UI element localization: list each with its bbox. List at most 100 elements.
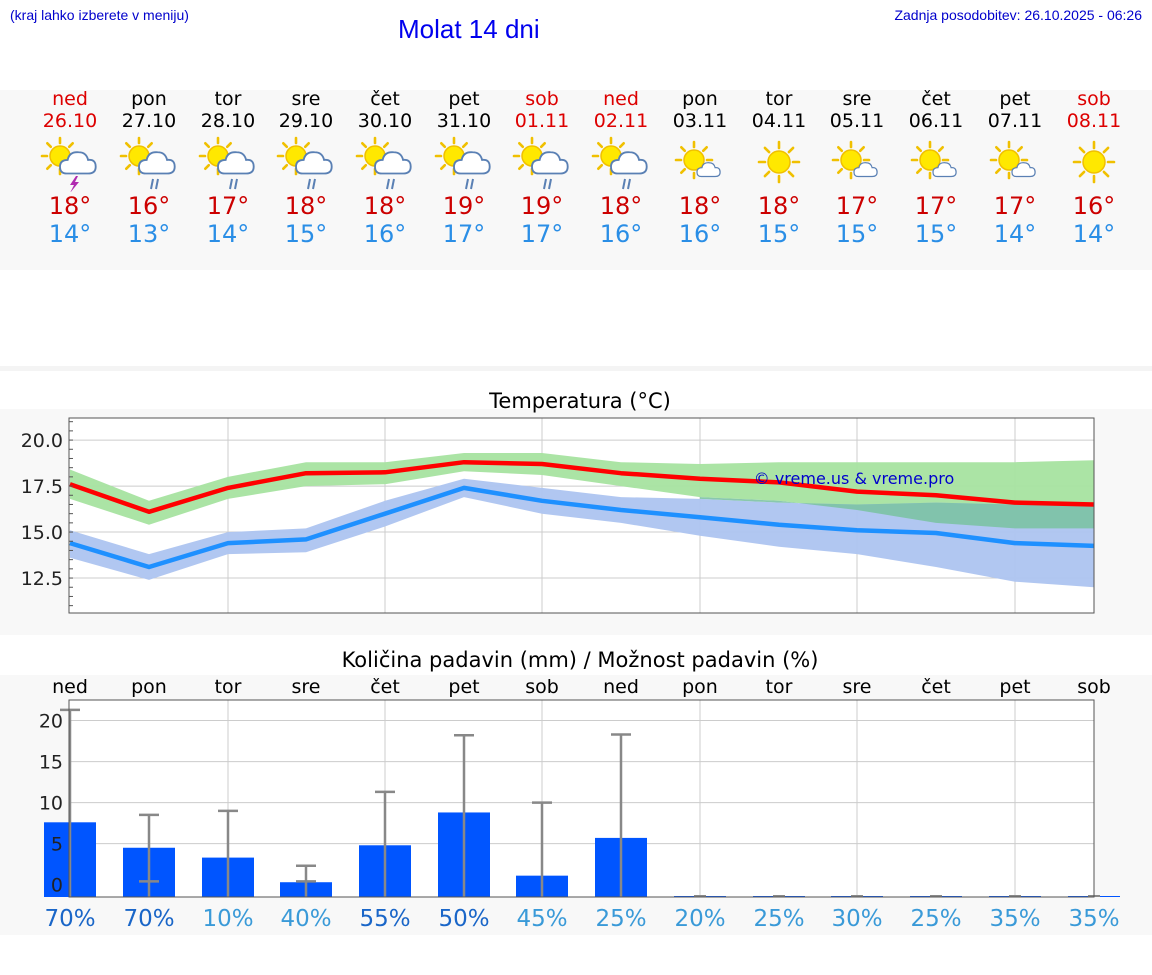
precip-chance-label: 50%: [438, 906, 489, 932]
sun-cloud-rain-icon: [512, 136, 569, 190]
max-temperature: 18°: [48, 192, 92, 220]
min-temperature: 14°: [206, 220, 250, 248]
min-temperature: 14°: [993, 220, 1037, 248]
min-temperature: 16°: [678, 220, 722, 248]
min-temperature: 14°: [48, 220, 92, 248]
rain-x-tick-label: sre: [292, 676, 321, 698]
rain-x-tick-label: sre: [843, 676, 872, 698]
day-name: sre: [842, 88, 872, 110]
sun-cloud-rain-icon: [434, 136, 491, 190]
day-column: pon 27.10 16° 13°: [109, 88, 189, 248]
min-temperature: 14°: [1072, 220, 1116, 248]
rain-x-tick-label: pet: [448, 676, 479, 698]
day-name: čet: [370, 88, 400, 110]
day-column: ned 02.11 18° 16°: [581, 88, 661, 248]
day-date: 27.10: [121, 110, 177, 132]
precip-chance-label: 25%: [753, 906, 804, 932]
rain-x-tick-label: čet: [370, 676, 400, 698]
sun-cloud-rain-icon: [119, 136, 176, 190]
daily-forecast-panel: [0, 90, 1152, 270]
max-temperature: 16°: [127, 192, 171, 220]
day-name: pet: [448, 88, 480, 110]
divider: [0, 366, 1152, 371]
min-temperature: 15°: [757, 220, 801, 248]
rain-x-tick-label: pon: [131, 676, 167, 698]
max-temperature: 19°: [520, 192, 564, 220]
rain-x-tick-label: pon: [682, 676, 718, 698]
sun-small-cloud-icon: [831, 140, 878, 180]
sun-cloud-rain-icon: [276, 136, 333, 190]
min-temp-line: [69, 485, 1095, 570]
day-date: 30.10: [357, 110, 413, 132]
location-hint: (kraj lahko izberete v meniju): [10, 7, 189, 23]
max-temperature: 17°: [993, 192, 1037, 220]
rain-x-tick-label: tor: [766, 676, 793, 698]
min-temperature: 17°: [442, 220, 486, 248]
sun-icon: [757, 140, 801, 184]
day-name: tor: [765, 88, 793, 110]
day-date: 03.11: [672, 110, 728, 132]
day-name: pon: [131, 88, 167, 110]
day-column: tor 04.11 18° 15°: [739, 88, 819, 248]
precip-chance-label: 20%: [674, 906, 725, 932]
min-temperature: 15°: [284, 220, 328, 248]
rain-x-tick-label: čet: [921, 676, 951, 698]
sun-small-cloud-icon: [989, 140, 1036, 180]
day-column: pet 07.11 17° 14°: [975, 88, 1055, 248]
rain-x-tick-label: ned: [52, 676, 88, 698]
day-date: 26.10: [42, 110, 98, 132]
day-date: 04.11: [751, 110, 807, 132]
chart-watermark: © vreme.us & vreme.pro: [754, 469, 955, 488]
max-temperature: 16°: [1072, 192, 1116, 220]
max-temperature: 18°: [599, 192, 643, 220]
sun-small-cloud-icon: [910, 140, 957, 180]
temp-y-tick-label: 20.0: [21, 430, 63, 452]
day-column: ned 26.10 18° 14°: [30, 88, 110, 248]
precipitation-plot-frame: [68, 699, 1095, 898]
max-temperature: 19°: [442, 192, 486, 220]
max-temperature: 18°: [678, 192, 722, 220]
min-temperature: 16°: [599, 220, 643, 248]
day-date: 28.10: [200, 110, 256, 132]
day-date: 31.10: [436, 110, 492, 132]
forecast-charts: 20.0 17.5 15.0 12.5 Temperatura (°C) © vreme.…: [21, 389, 1120, 932]
rain-y-tick-label: 5: [51, 834, 63, 856]
max-temp-line: [69, 459, 1095, 515]
day-column: pet 31.10 19° 17°: [424, 88, 504, 248]
temp-y-tick-label: 17.5: [21, 476, 63, 498]
precip-chance-label: 35%: [989, 906, 1040, 932]
rain-y-tick-label: 15: [39, 752, 63, 774]
day-column: sre 05.11 17° 15°: [817, 88, 897, 248]
precip-chance-label: 35%: [1068, 906, 1119, 932]
rain-y-tick-label: 0: [51, 875, 63, 897]
sun-small-cloud-icon: [674, 140, 721, 180]
rain-y-tick-label: 10: [39, 793, 63, 815]
day-date: 05.11: [829, 110, 885, 132]
day-column: sob 08.11 16° 14°: [1054, 88, 1134, 248]
day-column: sre 29.10 18° 15°: [266, 88, 346, 248]
precip-chance-label: 70%: [44, 906, 95, 932]
day-name: sre: [291, 88, 321, 110]
day-name: pon: [682, 88, 718, 110]
precip-chance-label: 25%: [595, 906, 646, 932]
rain-x-tick-label: ned: [603, 676, 639, 698]
precip-chance-label: 40%: [280, 906, 331, 932]
day-date: 02.11: [593, 110, 649, 132]
precip-chance-label: 45%: [516, 906, 567, 932]
precip-chance-label: 55%: [359, 906, 410, 932]
sun-cloud-rain-icon: [591, 136, 648, 190]
max-temperature: 17°: [914, 192, 958, 220]
sun-icon: [1072, 140, 1116, 184]
day-name: tor: [214, 88, 242, 110]
temperature-plot-frame: [68, 417, 1095, 614]
min-temperature: 15°: [914, 220, 958, 248]
day-name: ned: [52, 88, 88, 110]
last-update: Zadnja posodobitev: 26.10.2025 - 06:26: [894, 7, 1142, 23]
rain-x-tick-label: sob: [1077, 676, 1111, 698]
precip-chance-label: 25%: [910, 906, 961, 932]
precip-chance-label: 10%: [202, 906, 253, 932]
temp-y-tick-label: 15.0: [21, 522, 63, 544]
day-name: sob: [525, 88, 559, 110]
sun-cloud-thunder-icon: [40, 136, 97, 192]
day-column: sob 01.11 19° 17°: [502, 88, 582, 248]
